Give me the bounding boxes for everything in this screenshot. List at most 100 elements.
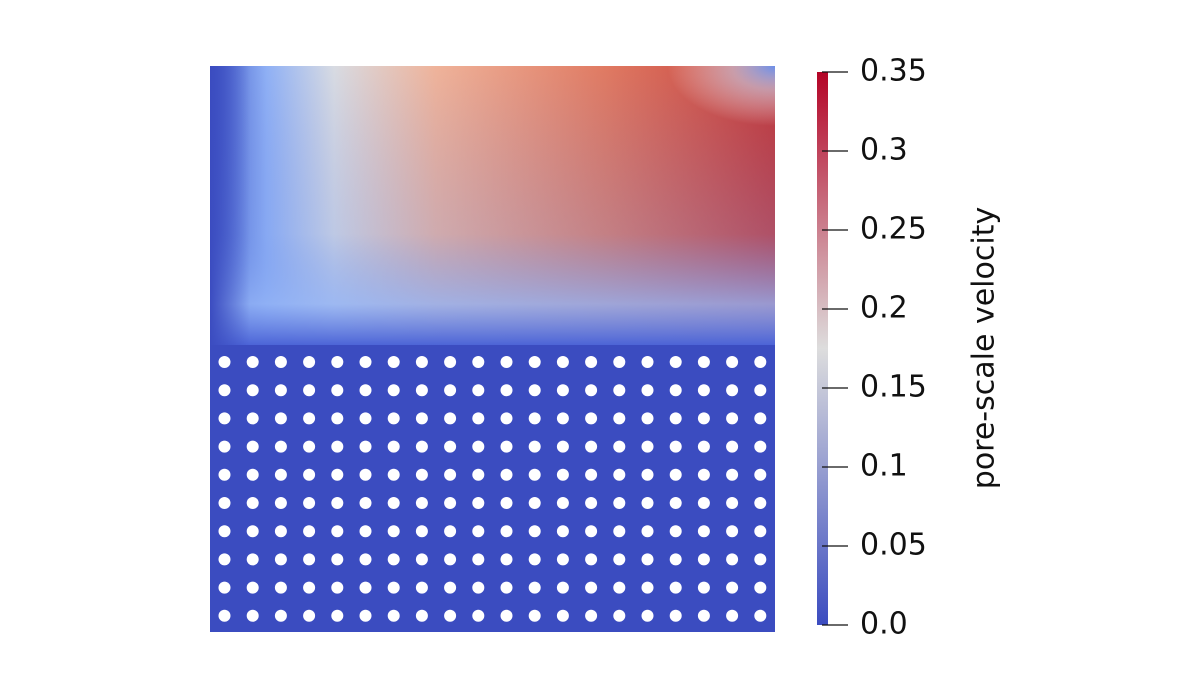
grain (641, 440, 654, 453)
grain (387, 468, 400, 481)
grain (359, 581, 372, 594)
grain (585, 525, 598, 538)
colorbar-title: pore-scale velocity (967, 207, 1002, 489)
colorbar-tick-label: 0.15 (860, 370, 927, 405)
grain (415, 356, 428, 368)
grain (585, 553, 598, 566)
grain (218, 440, 231, 453)
grain (303, 384, 316, 397)
grain (246, 468, 259, 481)
grain (218, 581, 231, 594)
grain (697, 553, 710, 566)
grain (415, 468, 428, 481)
grain (331, 581, 344, 594)
grain (331, 609, 344, 622)
grain (556, 553, 569, 566)
grain (274, 609, 287, 622)
grain (669, 581, 682, 594)
grain (726, 356, 739, 368)
grain (613, 356, 626, 368)
grain (500, 468, 513, 481)
grain (613, 553, 626, 566)
grain (585, 468, 598, 481)
grain (556, 384, 569, 397)
grain (500, 356, 513, 368)
grain (726, 581, 739, 594)
grain (444, 581, 457, 594)
grain (246, 384, 259, 397)
grain (359, 356, 372, 368)
grain (415, 581, 428, 594)
grain (641, 581, 654, 594)
grain (754, 581, 767, 594)
grain (585, 412, 598, 425)
grain (387, 412, 400, 425)
grain (387, 609, 400, 622)
grain (415, 440, 428, 453)
grain (444, 356, 457, 368)
grain (726, 440, 739, 453)
grain (218, 525, 231, 538)
grain (528, 581, 541, 594)
grain (218, 497, 231, 509)
grain (613, 609, 626, 622)
grain (697, 468, 710, 481)
grain (472, 497, 485, 509)
grain (472, 609, 485, 622)
colorbar-tick-label: 0.25 (860, 212, 927, 247)
grain (669, 468, 682, 481)
grain (274, 356, 287, 368)
grain (472, 525, 485, 538)
grain (415, 609, 428, 622)
grain (754, 525, 767, 538)
grain (641, 553, 654, 566)
grain (500, 497, 513, 509)
grain (585, 356, 598, 368)
grain (726, 412, 739, 425)
colorbar-tick-label: 0.35 (860, 54, 927, 89)
grain (218, 356, 231, 368)
grain (556, 497, 569, 509)
grain (500, 525, 513, 538)
grain (246, 581, 259, 594)
grain (274, 384, 287, 397)
grain (246, 609, 259, 622)
grain (274, 468, 287, 481)
grain (697, 440, 710, 453)
grain (359, 384, 372, 397)
grain (246, 412, 259, 425)
grain (556, 525, 569, 538)
grain (387, 384, 400, 397)
grain (444, 609, 457, 622)
grain (754, 497, 767, 509)
grain (387, 356, 400, 368)
grain (641, 468, 654, 481)
grain (528, 440, 541, 453)
grain (274, 553, 287, 566)
velocity-field (210, 66, 775, 632)
grain (726, 525, 739, 538)
grain (585, 497, 598, 509)
grain (303, 412, 316, 425)
grain (331, 384, 344, 397)
grain (472, 356, 485, 368)
grain (331, 497, 344, 509)
grain (218, 412, 231, 425)
grain (500, 609, 513, 622)
grain (726, 468, 739, 481)
grain (754, 384, 767, 397)
grain (246, 440, 259, 453)
grain (641, 384, 654, 397)
grain (444, 525, 457, 538)
grain (697, 609, 710, 622)
grain (303, 525, 316, 538)
grain (585, 384, 598, 397)
grain (331, 468, 344, 481)
grain (726, 384, 739, 397)
colorbar-tick-label: 0.3 (860, 133, 908, 168)
grain (303, 440, 316, 453)
grain (613, 497, 626, 509)
grain (754, 553, 767, 566)
grain (585, 581, 598, 594)
